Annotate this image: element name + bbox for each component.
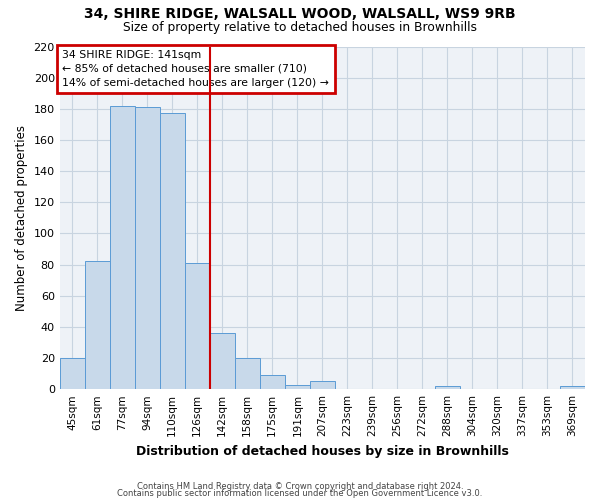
Text: 34, SHIRE RIDGE, WALSALL WOOD, WALSALL, WS9 9RB: 34, SHIRE RIDGE, WALSALL WOOD, WALSALL, … (84, 8, 516, 22)
Bar (110, 106, 135, 389)
Bar (160, 114, 185, 389)
Bar (59, 358, 85, 389)
Bar (235, 358, 260, 389)
Bar (135, 107, 160, 389)
Bar (310, 382, 335, 389)
Text: Size of property relative to detached houses in Brownhills: Size of property relative to detached ho… (123, 21, 477, 34)
Bar (435, 386, 460, 389)
Bar (85, 262, 110, 389)
Text: Contains HM Land Registry data © Crown copyright and database right 2024.: Contains HM Land Registry data © Crown c… (137, 482, 463, 491)
Bar (185, 263, 210, 389)
X-axis label: Distribution of detached houses by size in Brownhills: Distribution of detached houses by size … (136, 444, 509, 458)
Bar (260, 375, 285, 389)
Y-axis label: Number of detached properties: Number of detached properties (15, 125, 28, 311)
Bar (285, 384, 310, 389)
Bar (560, 386, 585, 389)
Text: 34 SHIRE RIDGE: 141sqm
← 85% of detached houses are smaller (710)
14% of semi-de: 34 SHIRE RIDGE: 141sqm ← 85% of detached… (62, 50, 329, 88)
Bar (210, 333, 235, 389)
Text: Contains public sector information licensed under the Open Government Licence v3: Contains public sector information licen… (118, 489, 482, 498)
